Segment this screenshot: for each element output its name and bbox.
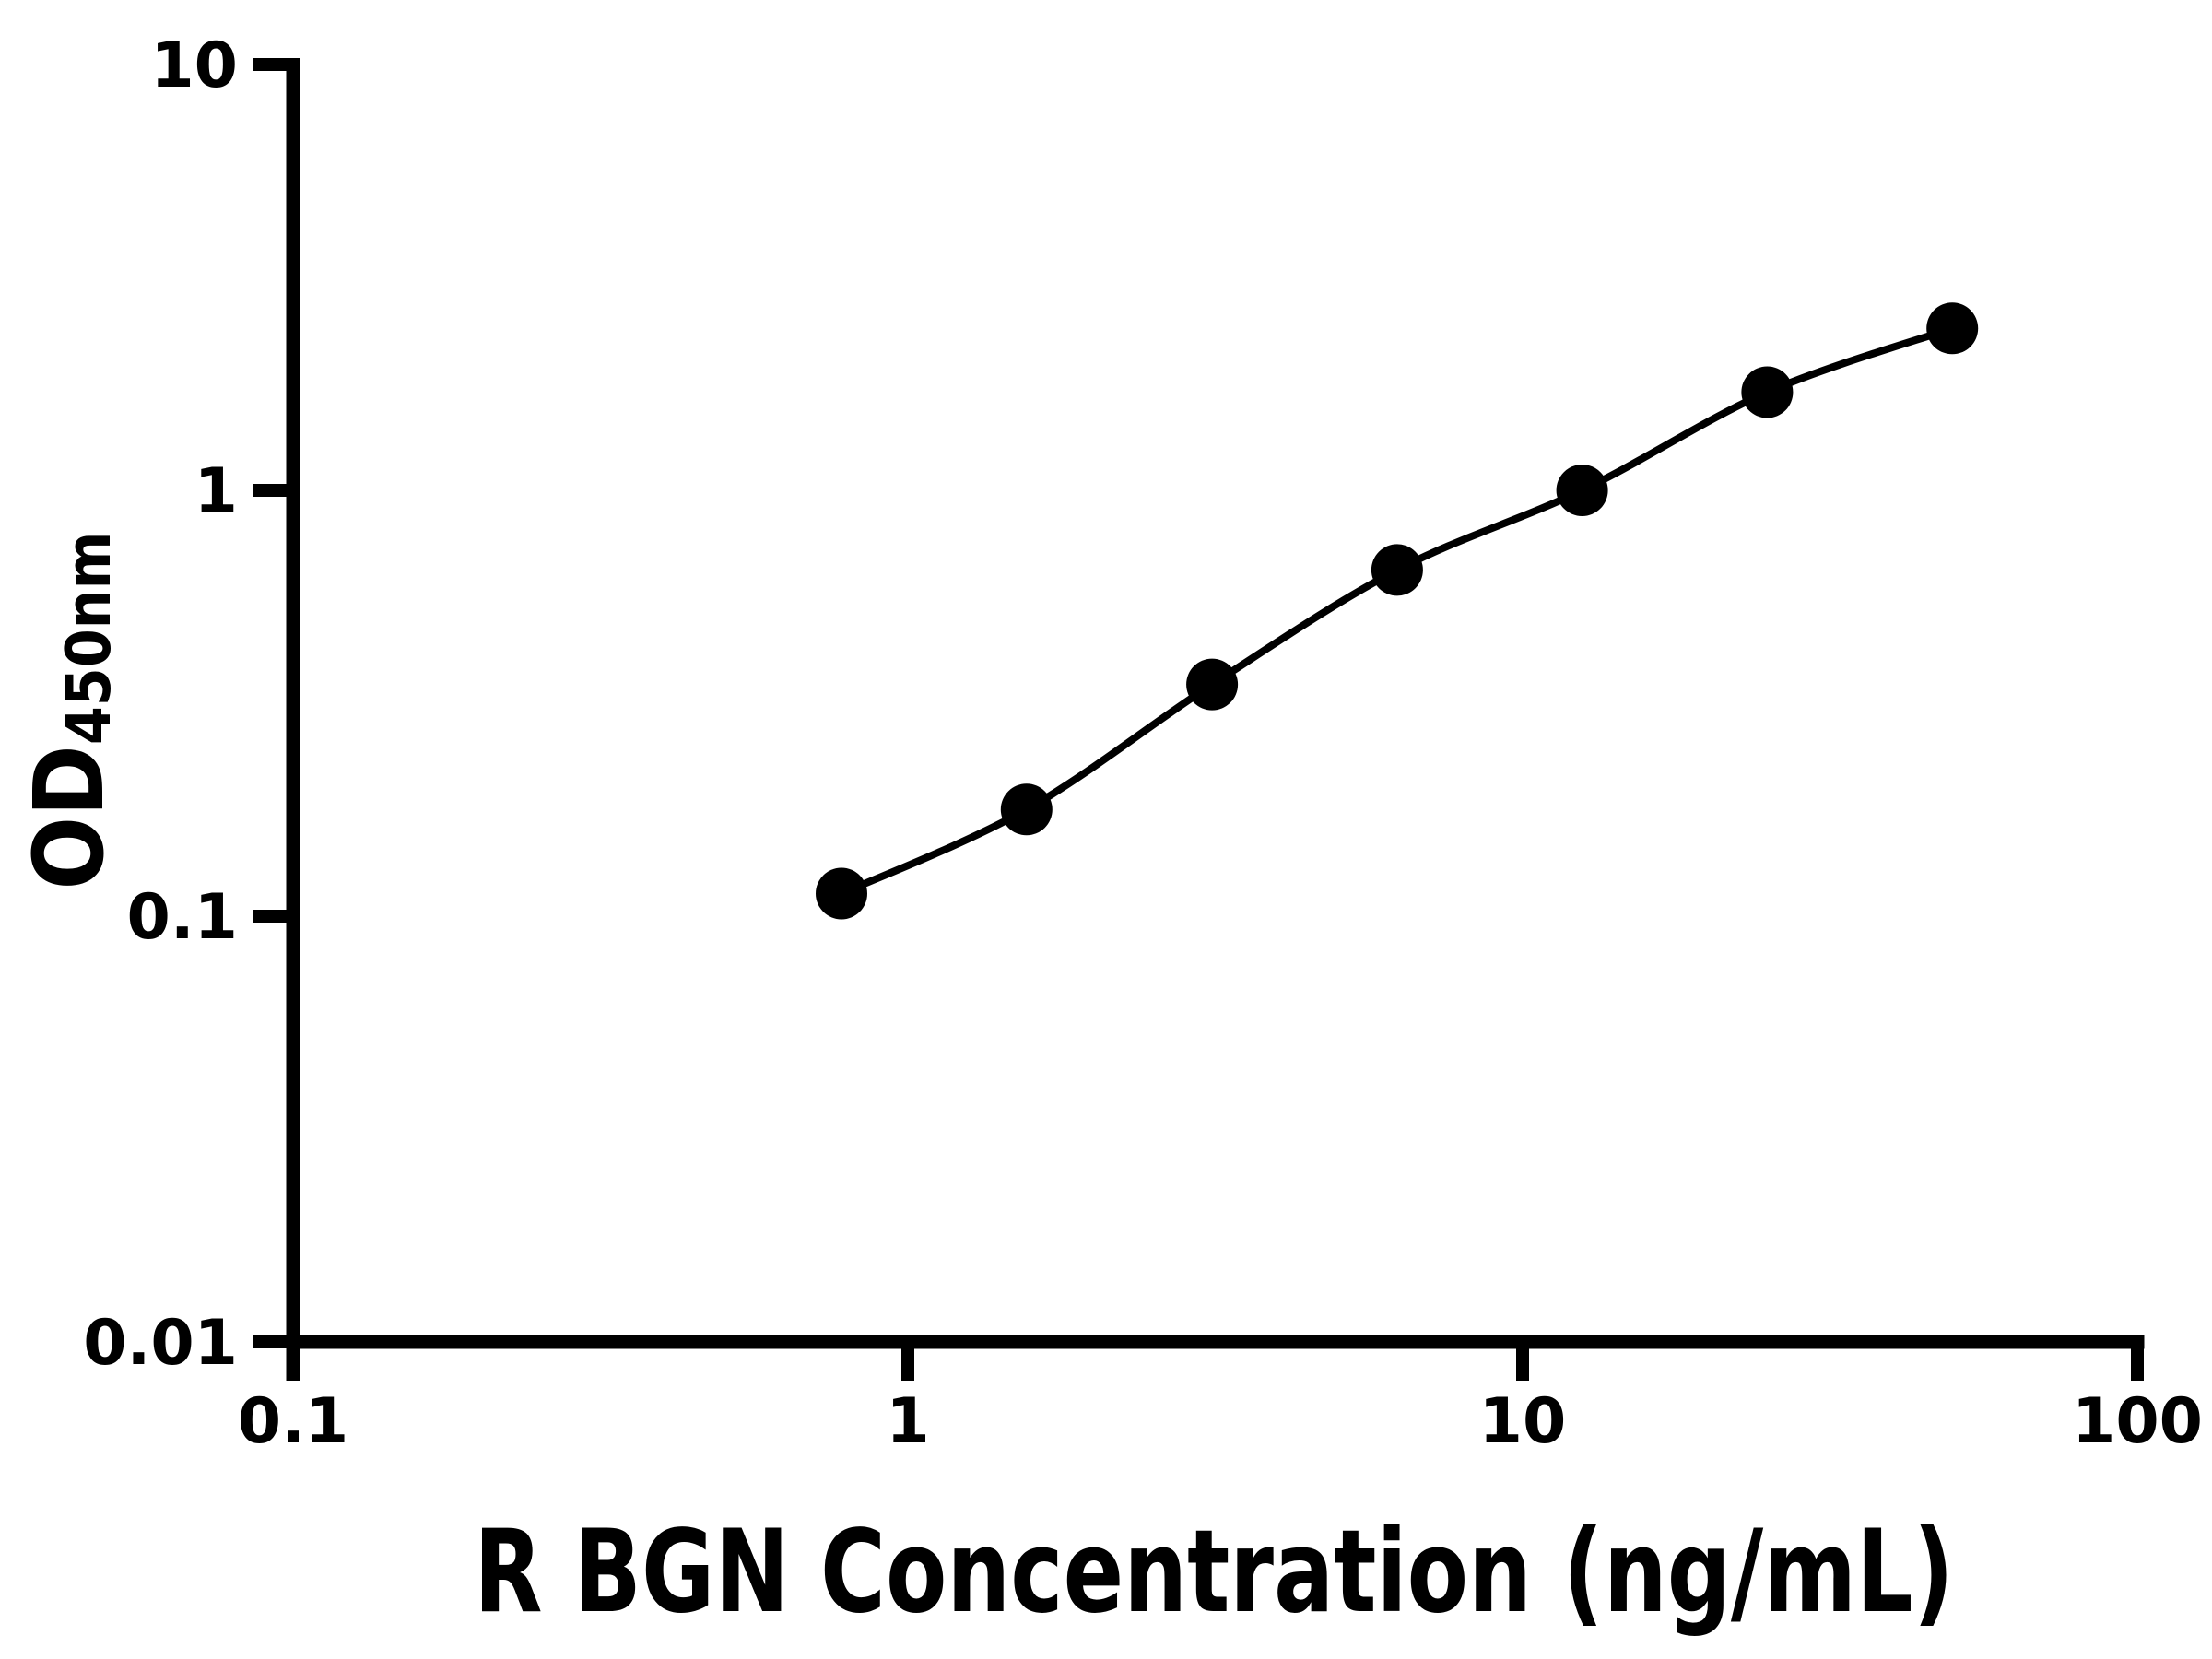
data-point [1371,544,1423,596]
x-tick-label: 10 [1479,1385,1567,1458]
data-point [1556,465,1608,516]
data-point [816,867,867,920]
data-point [1926,302,1979,355]
data-point [1186,658,1239,711]
y-tick-label: 1 [194,455,238,528]
x-tick-label: 0.1 [238,1385,348,1458]
y-tick-label: 0.1 [127,881,238,954]
y-axis-title: OD450nm [13,532,125,890]
data-point [1000,783,1053,836]
x-tick-label: 100 [2072,1385,2203,1458]
y-axis-title-subscript: 450nm [53,531,124,746]
x-axis-title: R BGN Concentration (ng/mL) [474,1506,1954,1639]
y-axis-title-main: OD [13,745,125,890]
y-tick-label: 0.01 [83,1307,238,1380]
data-point [1741,366,1794,418]
y-tick-label: 10 [150,29,238,102]
x-tick-label: 1 [886,1385,929,1458]
